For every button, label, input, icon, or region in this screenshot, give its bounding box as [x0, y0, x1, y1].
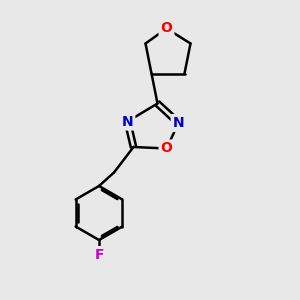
Text: O: O	[160, 22, 172, 35]
Text: N: N	[122, 115, 133, 128]
Text: O: O	[160, 142, 172, 155]
Text: F: F	[94, 248, 104, 262]
Text: N: N	[173, 116, 184, 130]
